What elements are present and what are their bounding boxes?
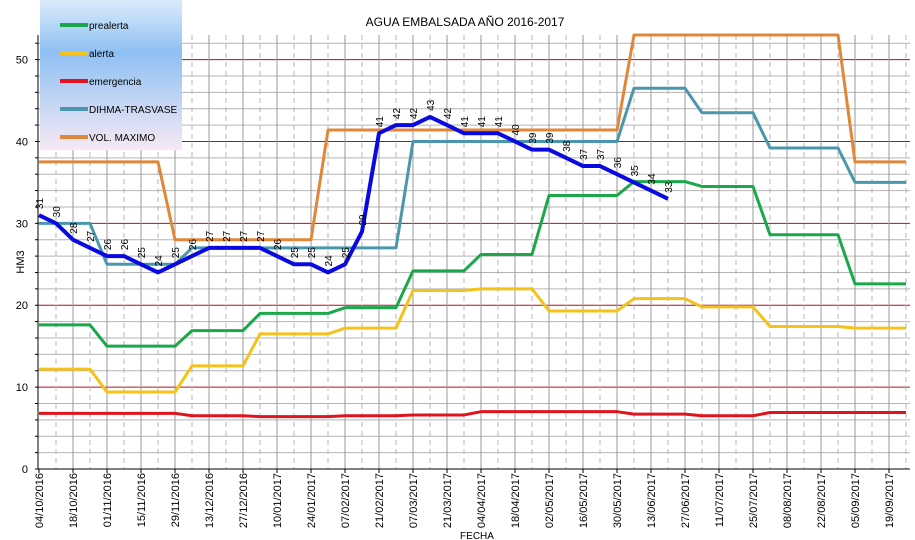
data-label: 40 bbox=[511, 124, 522, 136]
x-tick-label: 07/02/2017 bbox=[340, 473, 352, 528]
x-axis-label: FECHA bbox=[460, 531, 494, 540]
x-tick-label: 29/11/2016 bbox=[170, 473, 182, 527]
data-label: 26 bbox=[188, 239, 199, 251]
data-label: 36 bbox=[613, 157, 624, 169]
series-line-emergencia bbox=[39, 410, 906, 419]
x-tick-label: 05/09/2017 bbox=[850, 473, 862, 528]
x-tick-label: 16/05/2017 bbox=[578, 473, 590, 528]
x-tick-label: 01/11/2016 bbox=[102, 473, 114, 527]
data-label: 25 bbox=[307, 247, 318, 259]
series-line-prealerta bbox=[39, 180, 906, 348]
legend-label: prealerta bbox=[89, 21, 129, 32]
data-label: 42 bbox=[392, 108, 403, 120]
data-label: 34 bbox=[647, 173, 658, 185]
x-tick-label: 24/01/2017 bbox=[306, 473, 318, 528]
y-tick-label: 40 bbox=[16, 136, 28, 148]
data-label: 26 bbox=[120, 239, 131, 251]
data-label: 27 bbox=[86, 230, 97, 242]
legend-label: alerta bbox=[89, 49, 114, 60]
x-tick-label: 18/10/2016 bbox=[68, 473, 80, 528]
y-tick-label: 30 bbox=[16, 218, 28, 230]
x-tick-label: 07/03/2017 bbox=[408, 473, 420, 528]
data-label: 41 bbox=[375, 116, 386, 128]
data-label: 25 bbox=[137, 247, 148, 259]
data-label: 27 bbox=[256, 230, 267, 242]
chart-title: AGUA EMBALSADA AÑO 2016-2017 bbox=[366, 15, 565, 29]
y-tick-label: 50 bbox=[16, 55, 28, 67]
y-tick-label: 10 bbox=[16, 382, 28, 394]
x-tick-label: 18/04/2017 bbox=[510, 473, 522, 528]
data-label: 37 bbox=[579, 148, 590, 160]
data-label: 41 bbox=[477, 116, 488, 128]
data-label: 43 bbox=[426, 99, 437, 111]
legend-label: emergencia bbox=[89, 77, 142, 88]
data-label: 31 bbox=[35, 198, 46, 210]
x-tick-label: 21/03/2017 bbox=[442, 473, 454, 528]
data-label: 41 bbox=[494, 116, 505, 128]
data-label: 26 bbox=[273, 239, 284, 251]
data-label: 26 bbox=[103, 239, 114, 251]
x-tick-label: 11/07/2017 bbox=[714, 473, 726, 527]
data-label: 33 bbox=[664, 181, 675, 193]
data-label: 35 bbox=[630, 165, 641, 177]
data-label: 29 bbox=[358, 214, 369, 226]
data-label: 25 bbox=[341, 247, 352, 259]
data-label: 28 bbox=[69, 222, 80, 234]
x-tick-label: 21/02/2017 bbox=[374, 473, 386, 528]
x-tick-label: 22/08/2017 bbox=[816, 473, 828, 528]
data-label: 39 bbox=[528, 132, 539, 144]
x-tick-label: 30/05/2017 bbox=[612, 473, 624, 528]
series-line-vol-maximo bbox=[39, 33, 906, 242]
data-label: 27 bbox=[205, 230, 216, 242]
x-tick-label: 04/10/2016 bbox=[34, 473, 46, 528]
data-label: 24 bbox=[154, 255, 165, 267]
x-tick-label: 13/12/2016 bbox=[204, 473, 216, 528]
y-tick-label: 0 bbox=[22, 464, 28, 476]
x-tick-label: 27/12/2016 bbox=[238, 473, 250, 528]
legend: prealerta alerta emergencia DIHMA-TRASVASE V… bbox=[40, 0, 182, 150]
data-label: 39 bbox=[545, 132, 556, 144]
data-label: 27 bbox=[239, 230, 250, 242]
x-tick-label: 08/08/2017 bbox=[782, 473, 794, 528]
data-label: 42 bbox=[443, 108, 454, 120]
series-line-dihma-trasvase bbox=[39, 86, 906, 266]
data-label: 25 bbox=[171, 247, 182, 259]
data-label: 25 bbox=[290, 247, 301, 259]
legend-label: VOL. MAXIMO bbox=[89, 133, 155, 144]
data-label: 42 bbox=[409, 108, 420, 120]
x-tick-label: 04/04/2017 bbox=[476, 473, 488, 528]
x-tick-label: 15/11/2016 bbox=[136, 473, 148, 527]
x-tick-label: 10/01/2017 bbox=[272, 473, 284, 528]
data-label: 30 bbox=[52, 206, 63, 218]
series-line-volume bbox=[38, 114, 669, 275]
x-tick-label: 25/07/2017 bbox=[748, 473, 760, 528]
data-label: 37 bbox=[596, 148, 607, 160]
x-tick-label: 19/09/2017 bbox=[884, 473, 896, 528]
data-label: 27 bbox=[222, 230, 233, 242]
x-tick-label: 13/06/2017 bbox=[646, 473, 658, 528]
y-tick-label: 20 bbox=[16, 300, 28, 312]
data-label: 41 bbox=[460, 116, 471, 128]
series-line-alerta bbox=[39, 287, 906, 394]
legend-label: DIHMA-TRASVASE bbox=[89, 105, 177, 116]
data-label: 38 bbox=[562, 140, 573, 152]
data-label: 24 bbox=[324, 255, 335, 267]
y-axis-label: HM3 bbox=[15, 250, 27, 273]
x-tick-label: 02/05/2017 bbox=[544, 473, 556, 528]
x-tick-label: 27/06/2017 bbox=[680, 473, 692, 528]
